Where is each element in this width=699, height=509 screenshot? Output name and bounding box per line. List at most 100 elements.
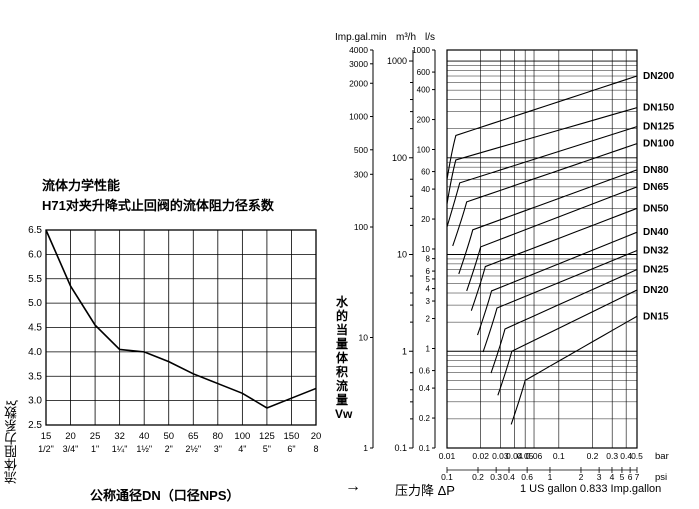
svg-text:5.0: 5.0 (28, 298, 42, 309)
svg-text:40: 40 (139, 431, 150, 442)
svg-text:DN40: DN40 (643, 227, 669, 238)
svg-text:400: 400 (417, 86, 431, 95)
svg-text:600: 600 (417, 68, 431, 77)
svg-text:100: 100 (392, 153, 407, 163)
svg-text:DN20: DN20 (643, 285, 669, 296)
svg-text:DN25: DN25 (643, 264, 669, 275)
svg-text:3.0: 3.0 (28, 396, 42, 407)
svg-text:20: 20 (65, 431, 76, 442)
svg-text:4: 4 (610, 472, 615, 482)
svg-text:500: 500 (354, 145, 368, 155)
svg-text:5: 5 (620, 472, 625, 482)
svg-text:10: 10 (359, 333, 369, 343)
svg-text:1½": 1½" (136, 444, 152, 454)
svg-text:2": 2" (165, 444, 173, 454)
svg-text:6: 6 (628, 472, 633, 482)
arrow-icon: → (345, 478, 361, 496)
svg-text:8: 8 (426, 255, 431, 264)
svg-text:0.3: 0.3 (606, 451, 618, 461)
svg-text:0.2: 0.2 (472, 472, 484, 482)
svg-text:1000: 1000 (387, 56, 407, 66)
svg-text:0.01: 0.01 (439, 451, 456, 461)
svg-text:0.1: 0.1 (419, 444, 431, 453)
svg-text:5.5: 5.5 (28, 274, 42, 285)
left-chart: 2.5 3.0 3.5 4.0 4.5 5.0 5.5 6.0 6.5 15 1/2" 20 3/4" 2… (18, 225, 330, 480)
svg-text:1: 1 (363, 443, 368, 453)
svg-text:4": 4" (238, 444, 246, 454)
svg-text:DN100: DN100 (643, 139, 675, 150)
svg-text:5: 5 (426, 275, 431, 284)
svg-text:8: 8 (313, 444, 318, 454)
svg-text:50: 50 (163, 431, 174, 442)
left-chart-title-2: H71对夹升降式止回阀的流体阻力径系数 (42, 195, 274, 214)
svg-text:0.4: 0.4 (503, 472, 515, 482)
svg-text:3.5: 3.5 (28, 371, 42, 382)
svg-text:300: 300 (354, 169, 368, 179)
svg-text:100: 100 (417, 146, 431, 155)
svg-text:60: 60 (421, 168, 430, 177)
svg-text:2: 2 (579, 472, 584, 482)
conversion-note: 1 US gallon 0.833 Imp.gallon (520, 483, 661, 495)
svg-text:DN125: DN125 (643, 122, 675, 133)
svg-text:40: 40 (421, 185, 430, 194)
svg-text:0.4: 0.4 (419, 384, 431, 393)
svg-text:0.5: 0.5 (631, 451, 643, 461)
svg-text:DN200: DN200 (643, 71, 675, 82)
svg-text:32: 32 (114, 431, 125, 442)
svg-text:4000: 4000 (349, 45, 368, 55)
svg-text:1: 1 (402, 346, 407, 356)
svg-text:10: 10 (421, 245, 430, 254)
svg-text:4.5: 4.5 (28, 323, 42, 334)
svg-text:2.5: 2.5 (28, 420, 42, 431)
svg-text:25: 25 (90, 431, 101, 442)
svg-text:125: 125 (259, 431, 275, 442)
svg-text:7: 7 (635, 472, 640, 482)
svg-text:0.6: 0.6 (521, 472, 533, 482)
svg-text:2½": 2½" (185, 444, 201, 454)
svg-text:10: 10 (397, 250, 407, 260)
svg-text:2: 2 (426, 315, 431, 324)
svg-text:4.0: 4.0 (28, 347, 42, 358)
svg-text:20: 20 (421, 215, 430, 224)
svg-text:1000: 1000 (349, 112, 368, 122)
left-x-axis-label: 公称通径DN（口径NPS） (90, 485, 240, 504)
svg-text:1: 1 (426, 345, 431, 354)
svg-text:15: 15 (41, 431, 52, 442)
svg-text:0.1: 0.1 (553, 451, 565, 461)
svg-text:3/4": 3/4" (63, 444, 79, 454)
svg-text:200: 200 (417, 116, 431, 125)
svg-text:0.3: 0.3 (490, 472, 502, 482)
svg-text:DN32: DN32 (643, 246, 669, 257)
svg-text:3: 3 (597, 472, 602, 482)
svg-text:3000: 3000 (349, 59, 368, 69)
svg-text:6": 6" (287, 444, 295, 454)
svg-text:1/2": 1/2" (38, 444, 54, 454)
svg-text:DN65: DN65 (643, 182, 669, 193)
svg-text:bar: bar (655, 451, 669, 462)
svg-text:0.6: 0.6 (419, 367, 431, 376)
svg-text:2000: 2000 (349, 78, 368, 88)
svg-text:1: 1 (548, 472, 553, 482)
svg-text:4: 4 (426, 285, 431, 294)
svg-text:DN15: DN15 (643, 311, 669, 322)
svg-text:80: 80 (213, 431, 224, 442)
svg-text:5": 5" (263, 444, 271, 454)
left-chart-title-1: 流体力学性能 (42, 175, 120, 194)
right-between-label: 水的当量体积流量Vw (335, 295, 349, 421)
svg-text:1¼": 1¼" (112, 444, 128, 454)
svg-text:DN50: DN50 (643, 203, 669, 214)
svg-text:1": 1" (91, 444, 99, 454)
svg-text:100: 100 (234, 431, 250, 442)
right-chart: 0.010.020.030.040.050.060.10.20.30.40.5b… (335, 42, 695, 487)
svg-text:65: 65 (188, 431, 199, 442)
svg-text:6.5: 6.5 (28, 225, 42, 236)
svg-text:150: 150 (284, 431, 300, 442)
svg-text:20: 20 (311, 431, 322, 442)
svg-text:6: 6 (426, 267, 431, 276)
svg-text:DN80: DN80 (643, 165, 669, 176)
svg-text:DN150: DN150 (643, 103, 675, 114)
right-x-axis-title: 压力降 ΔP (395, 480, 455, 499)
svg-text:6.0: 6.0 (28, 249, 42, 260)
svg-text:3: 3 (426, 297, 431, 306)
svg-text:100: 100 (354, 222, 368, 232)
